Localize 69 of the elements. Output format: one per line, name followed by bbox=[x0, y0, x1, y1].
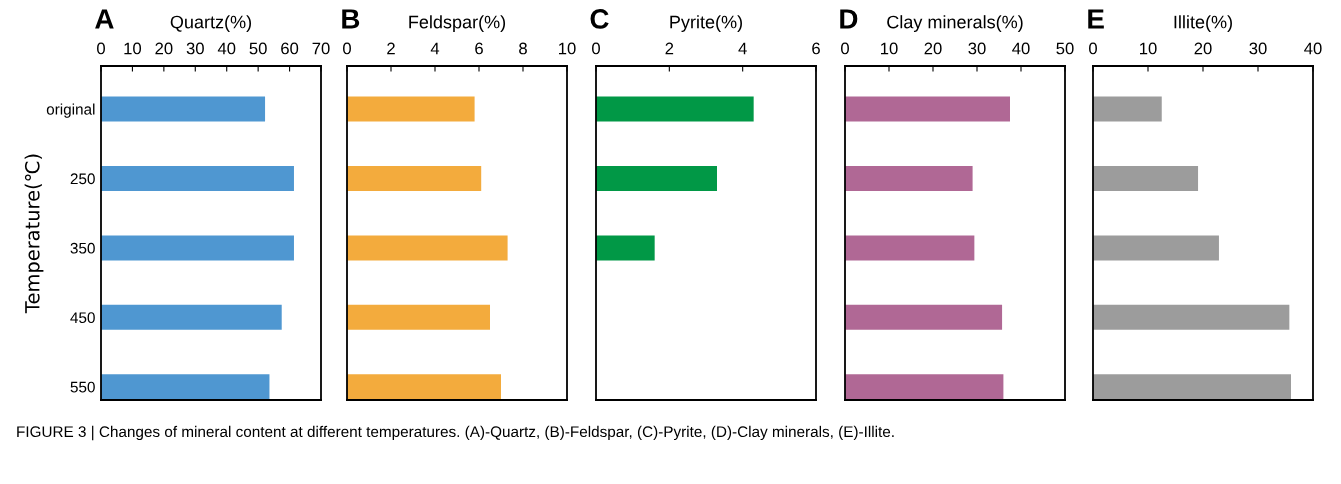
chart-title: E bbox=[1088, 9, 1104, 29]
x-tick-label: 0 bbox=[97, 42, 105, 55]
x-axis-title: Illite(%) bbox=[1174, 15, 1232, 32]
x-tick-label: 2 bbox=[665, 42, 674, 55]
bar bbox=[845, 96, 1010, 122]
bar bbox=[101, 374, 270, 400]
bar bbox=[101, 235, 294, 261]
x-tick-label: 40 bbox=[217, 42, 236, 55]
bar bbox=[845, 304, 1003, 330]
x-tick-label: 30 bbox=[968, 42, 986, 55]
bar bbox=[845, 235, 975, 261]
bar bbox=[596, 165, 717, 191]
y-axis-title: Temperature(℃) bbox=[24, 154, 44, 314]
x-tick-label: 4 bbox=[738, 42, 747, 55]
bar bbox=[1093, 304, 1290, 330]
bar bbox=[101, 96, 266, 122]
bar bbox=[845, 165, 973, 191]
x-tick-label: 20 bbox=[1194, 42, 1212, 55]
x-tick-label: 0 bbox=[592, 42, 600, 55]
x-axis-title: Feldspar(%) bbox=[409, 15, 506, 32]
x-tick-label: 20 bbox=[155, 42, 173, 55]
x-tick-label: 30 bbox=[1249, 42, 1267, 55]
x-tick-label: 50 bbox=[1056, 42, 1074, 55]
x-tick-label: 8 bbox=[519, 42, 527, 55]
x-axis-title: Quartz(%) bbox=[170, 15, 252, 32]
bar bbox=[347, 165, 482, 191]
x-tick-label: 2 bbox=[387, 42, 395, 55]
y-tick-label: 250 bbox=[70, 173, 95, 185]
x-tick-label: 6 bbox=[812, 42, 820, 55]
chart-title: A bbox=[95, 9, 114, 29]
chart-title: D bbox=[840, 9, 858, 29]
x-axis-title: Pyrite(%) bbox=[670, 15, 742, 32]
x-tick-label: 10 bbox=[559, 42, 576, 55]
bar bbox=[845, 374, 1004, 400]
bar bbox=[101, 165, 294, 191]
x-tick-label: 0 bbox=[343, 42, 351, 55]
bar bbox=[1093, 235, 1219, 261]
x-tick-label: 50 bbox=[249, 42, 267, 55]
x-tick-label: 30 bbox=[186, 42, 204, 55]
bar bbox=[347, 374, 501, 400]
x-tick-label: 20 bbox=[924, 42, 942, 55]
bar bbox=[596, 96, 754, 122]
caption: FIGURE 3 | Changes of mineral content at different temperatures. (A)-Quartz, (B)-Feldspar, (C)-Pyrite, (D)-Clay minerals, (E)-Illite. bbox=[17, 425, 894, 441]
bar bbox=[347, 304, 490, 330]
x-tick-label: 10 bbox=[124, 42, 142, 55]
x-tick-label: 10 bbox=[881, 42, 898, 55]
bar bbox=[1093, 374, 1291, 400]
x-tick-label: 40 bbox=[1304, 42, 1322, 55]
y-tick-label: 350 bbox=[70, 242, 95, 254]
y-tick-label: original bbox=[46, 103, 95, 118]
bar bbox=[596, 235, 655, 261]
x-tick-label: 60 bbox=[281, 42, 299, 55]
x-tick-label: 40 bbox=[1012, 42, 1030, 55]
x-tick-label: 10 bbox=[1140, 42, 1157, 55]
x-tick-label: 6 bbox=[475, 42, 483, 55]
bar bbox=[347, 235, 508, 261]
x-tick-label: 4 bbox=[430, 42, 440, 55]
chart-title: B bbox=[342, 9, 360, 29]
bar bbox=[1093, 165, 1199, 191]
x-tick-label: 70 bbox=[312, 42, 330, 55]
y-tick-label: 550 bbox=[70, 381, 95, 393]
bar bbox=[1093, 96, 1162, 122]
y-tick-label: 450 bbox=[70, 312, 95, 324]
x-axis-title: Clay minerals(%) bbox=[887, 15, 1023, 32]
bar bbox=[347, 96, 475, 122]
bar bbox=[101, 304, 282, 330]
chart-title: C bbox=[590, 9, 609, 29]
x-tick-label: 0 bbox=[1089, 42, 1097, 55]
x-tick-label: 0 bbox=[841, 42, 849, 55]
